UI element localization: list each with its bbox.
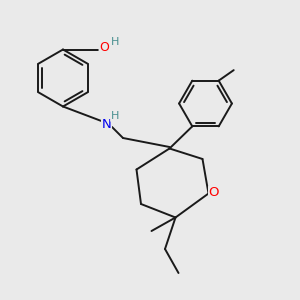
Text: H: H xyxy=(111,111,119,121)
Text: H: H xyxy=(111,37,120,47)
Text: N: N xyxy=(102,118,111,131)
Text: O: O xyxy=(209,186,219,200)
Text: O: O xyxy=(99,41,109,54)
